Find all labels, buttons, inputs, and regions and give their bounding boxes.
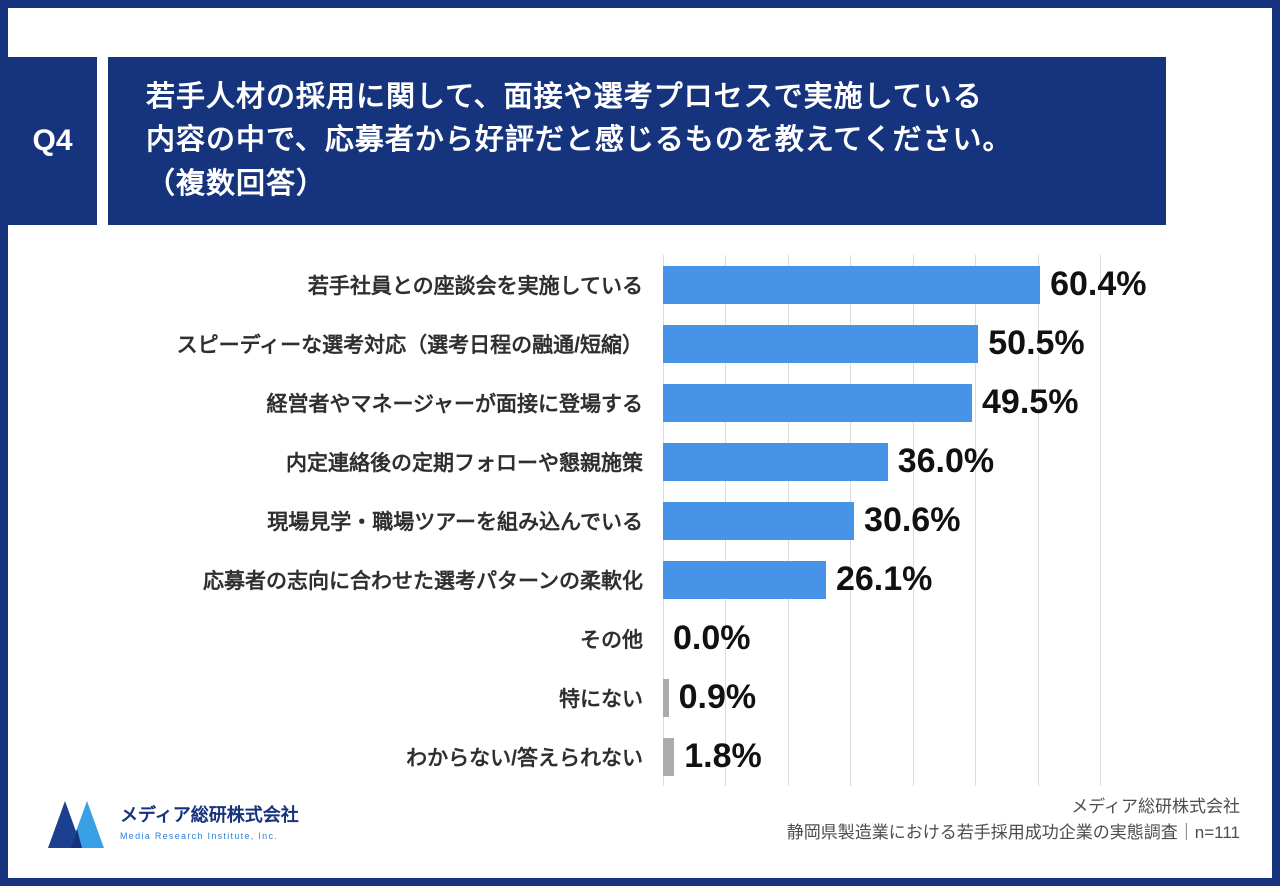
- chart-row: スピーディーな選考対応（選考日程の融通/短縮） 50.5%: [38, 314, 1100, 373]
- logo-company-name: メディア総研株式会社: [120, 805, 299, 826]
- company-logo: メディア総研株式会社 Media Research Institute, Inc…: [46, 796, 299, 850]
- logo-company-name-en: Media Research Institute, Inc.: [120, 830, 279, 841]
- value-label: 30.6%: [864, 501, 961, 539]
- category-label: わからない/答えられない: [406, 746, 643, 770]
- bar: [663, 560, 826, 599]
- gridline: [975, 255, 977, 786]
- bar: [663, 383, 973, 422]
- value-label: 0.9%: [678, 678, 757, 716]
- chart-row: 特にない 0.9%: [38, 668, 1100, 727]
- source-credit: メディア総研株式会社 静岡県製造業における若手採用成功企業の実態調査｜n=111: [787, 794, 1240, 847]
- category-label: その他: [580, 628, 643, 652]
- value-label: 0.0%: [673, 619, 751, 657]
- bar-track: 36.0%: [663, 432, 1100, 491]
- chart-row: 現場見学・職場ツアーを組み込んでいる 30.6%: [38, 491, 1100, 550]
- bar: [663, 501, 855, 540]
- bar-track: 1.8%: [663, 727, 1100, 786]
- gridline: [912, 255, 914, 786]
- question-title: 若手人材の採用に関して、面接や選考プロセスで実施している 内容の中で、応募者から…: [146, 80, 1013, 200]
- bar-track: 50.5%: [663, 314, 1100, 373]
- gridline: [1100, 255, 1101, 786]
- question-number-label: Q4: [32, 124, 73, 157]
- category-label: 若手社員との座談会を実施している: [307, 274, 643, 298]
- value-label: 60.4%: [1050, 265, 1147, 303]
- bar: [663, 265, 1041, 304]
- category-label: 経営者やマネージャーが面接に登場する: [266, 392, 643, 416]
- value-label: 26.1%: [835, 560, 933, 598]
- bar-track: 30.6%: [663, 491, 1100, 550]
- bar-track: 0.9%: [663, 668, 1100, 727]
- category-label: 応募者の志向に合わせた選考パターンの柔軟化: [203, 569, 643, 593]
- question-title-box: 若手人材の採用に関して、面接や選考プロセスで実施している 内容の中で、応募者から…: [108, 57, 1166, 225]
- chart-row: 応募者の志向に合わせた選考パターンの柔軟化 26.1%: [38, 550, 1100, 609]
- bar: [663, 737, 675, 776]
- bar: [663, 678, 669, 717]
- question-number-badge: Q4: [8, 57, 97, 225]
- source-credit-line2: 静岡県製造業における若手採用成功企業の実態調査｜n=111: [786, 823, 1240, 843]
- chart-row: 経営者やマネージャーが面接に登場する 49.5%: [38, 373, 1100, 432]
- bar: [663, 324, 979, 363]
- category-label: 現場見学・職場ツアーを組み込んでいる: [267, 510, 643, 534]
- chart-row: 若手社員との座談会を実施している 60.4%: [38, 255, 1146, 314]
- logo-text-block: メディア総研株式会社 Media Research Institute, Inc…: [120, 805, 299, 841]
- bar-track: 60.4%: [663, 255, 1146, 314]
- bar-track: 0.0%: [663, 609, 1100, 668]
- chart-rows: 若手社員との座談会を実施している 60.4% スピーディーな選考対応（選考日程の融通…: [38, 255, 1146, 786]
- value-label: 1.8%: [684, 737, 762, 775]
- bar-track: 26.1%: [663, 550, 1100, 609]
- chart-row: その他 0.0%: [38, 609, 1100, 668]
- logo-mark-icon: [48, 801, 104, 848]
- bar-chart: 若手社員との座談会を実施している 60.4% スピーディーな選考対応（選考日程の融通…: [38, 255, 1146, 786]
- chart-row: 内定連絡後の定期フォローや懇親施策 36.0%: [38, 432, 1100, 491]
- category-label: スピーディーな選考対応（選考日程の融通/短縮）: [176, 333, 643, 357]
- value-label: 50.5%: [988, 324, 1085, 362]
- source-credit-line1: メディア総研株式会社: [1071, 797, 1240, 816]
- chart-row: わからない/答えられない 1.8%: [38, 727, 1100, 786]
- value-label: 36.0%: [897, 442, 995, 480]
- category-label: 特にない: [559, 687, 643, 711]
- category-label: 内定連絡後の定期フォローや懇親施策: [286, 451, 643, 475]
- gridline: [1037, 255, 1039, 786]
- value-label: 49.5%: [982, 383, 1079, 421]
- bar: [663, 442, 888, 481]
- bar-track: 49.5%: [663, 373, 1100, 432]
